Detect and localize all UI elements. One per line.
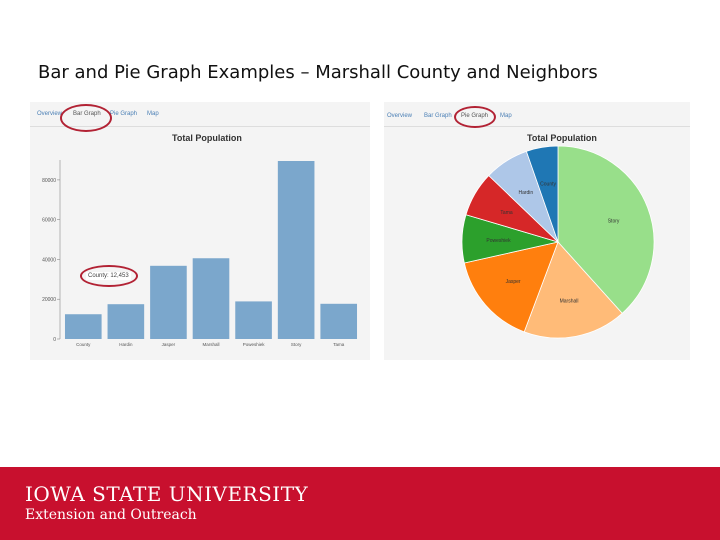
tab-map[interactable]: Map: [147, 111, 159, 117]
bar-chart-title: Total Population: [172, 133, 242, 143]
tab-pie-graph[interactable]: Pie Graph: [110, 111, 138, 117]
y-tick-label: 20000: [42, 297, 56, 303]
x-tick-label: Story: [291, 342, 302, 347]
x-tick-label: County: [76, 342, 91, 347]
bar: [320, 303, 358, 339]
bar: [235, 301, 272, 339]
bar: [64, 314, 102, 339]
tab-bar-graph[interactable]: Bar Graph: [424, 113, 452, 119]
highlight-ring-bar-tab: [60, 104, 112, 132]
y-tick-label: 40000: [42, 257, 56, 263]
tab-divider: [30, 126, 370, 127]
pie-label: Poweshiek: [486, 238, 511, 244]
pie-label: Tama: [500, 210, 512, 216]
bar-chart: 0 20000 40000 60000 80000 County Hardin Jasper M…: [42, 160, 358, 347]
x-tick-label: Poweshiek: [243, 342, 266, 347]
tab-overview[interactable]: Overview: [387, 113, 413, 119]
pie-slice: [525, 145, 559, 243]
y-tick-label: 0: [53, 337, 56, 343]
highlight-ring-pie-tab: [454, 106, 496, 128]
tab-overview[interactable]: Overview: [37, 111, 63, 117]
slide-title: Bar and Pie Graph Examples – Marshall Co…: [38, 62, 598, 83]
pie-label: Story: [608, 219, 620, 225]
tab-divider: [384, 126, 690, 127]
pie-chart-title: Total Population: [527, 133, 597, 143]
x-tick-label: Jasper: [162, 342, 176, 347]
bar: [107, 304, 145, 339]
tab-map[interactable]: Map: [500, 113, 512, 119]
bar: [150, 265, 187, 339]
bar-graph-screenshot: Overview Bar Graph Pie Graph Map Total P…: [30, 102, 370, 360]
pie-slice: [523, 241, 623, 339]
highlight-ring-tooltip: [80, 265, 138, 287]
x-tick-label: Marshall: [202, 342, 219, 347]
pie-label: County: [540, 181, 556, 187]
pie-chart: Story Marshall Jasper Poweshiek Tama Hardin Co…: [461, 145, 655, 339]
university-wordmark: IOWA STATE UNIVERSITY: [25, 482, 309, 506]
y-tick-label: 80000: [42, 178, 56, 184]
x-tick-label: Hardin: [119, 342, 133, 347]
pie-label: Marshall: [560, 298, 579, 304]
x-tick-label: Tama: [333, 342, 345, 347]
footer-bar: [0, 467, 720, 540]
extension-wordmark: Extension and Outreach: [25, 507, 197, 523]
bar: [192, 258, 230, 339]
pie-label: Jasper: [506, 279, 521, 285]
pie-graph-screenshot: Overview Bar Graph Pie Graph Map Total P…: [384, 102, 690, 360]
y-tick-label: 60000: [42, 218, 56, 224]
pie-label: Hardin: [518, 190, 533, 196]
bar: [277, 160, 315, 339]
pie-slice: [557, 145, 655, 314]
pie-slice: [463, 241, 559, 333]
